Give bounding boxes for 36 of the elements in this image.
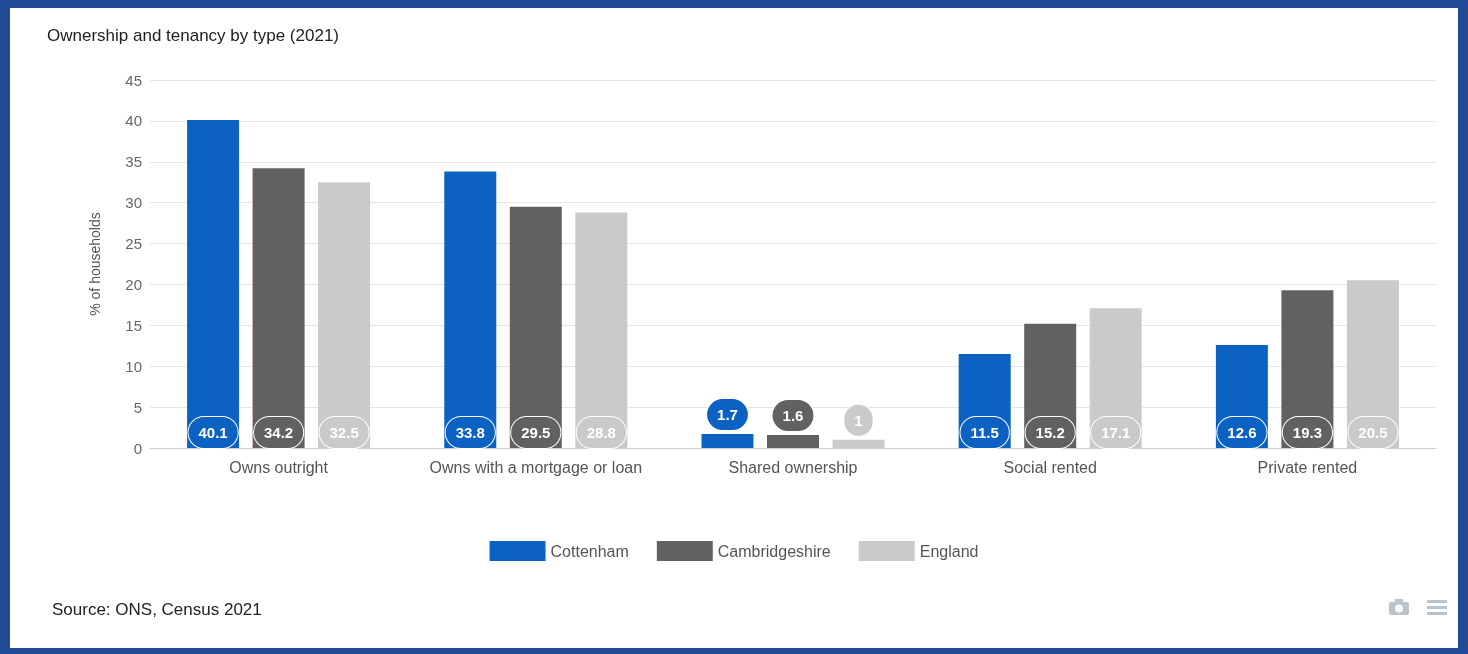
y-tick-label: 30: [125, 194, 142, 212]
x-tick-label: Private rented: [1257, 458, 1358, 476]
data-label: 12.6: [1227, 424, 1257, 441]
data-label: 34.2: [264, 424, 294, 441]
x-tick-label: Owns with a mortgage or loan: [429, 458, 643, 476]
source-note: Source: ONS, Census 2021: [52, 600, 262, 620]
bar: [701, 434, 754, 448]
y-axis-title: % of households: [87, 212, 103, 316]
chart-title: Ownership and tenancy by type (2021): [47, 26, 340, 45]
y-tick-label: 15: [125, 316, 142, 334]
x-tick-label: Social rented: [1003, 458, 1097, 476]
bar: [187, 120, 240, 448]
y-tick-label: 5: [133, 398, 142, 416]
y-tick-label: 45: [125, 71, 142, 89]
legend-label: Cottenham: [550, 542, 629, 560]
y-tick-label: 20: [125, 275, 142, 293]
data-label: 1.7: [717, 406, 738, 424]
data-label: 40.1: [198, 424, 228, 441]
y-tick-label: 0: [133, 439, 142, 457]
data-label: 1.6: [782, 406, 804, 424]
x-tick-label: Shared ownership: [728, 458, 858, 476]
y-tick-label: 40: [125, 112, 142, 130]
bar: [252, 168, 305, 448]
bar: [444, 171, 497, 448]
data-label: 29.5: [521, 424, 551, 441]
x-tick-label: Owns outright: [229, 458, 329, 476]
legend-label: England: [919, 542, 979, 560]
data-label: 33.8: [455, 424, 485, 441]
y-tick-label: 25: [125, 235, 142, 253]
y-tick-label: 35: [125, 153, 142, 171]
bar: [767, 434, 819, 448]
y-tick-label: 10: [125, 357, 142, 375]
legend-label: Cambridgeshire: [717, 542, 831, 560]
data-label: 19.3: [1292, 424, 1322, 441]
data-label: 11.5: [970, 424, 999, 441]
data-label: 15.2: [1035, 424, 1065, 441]
